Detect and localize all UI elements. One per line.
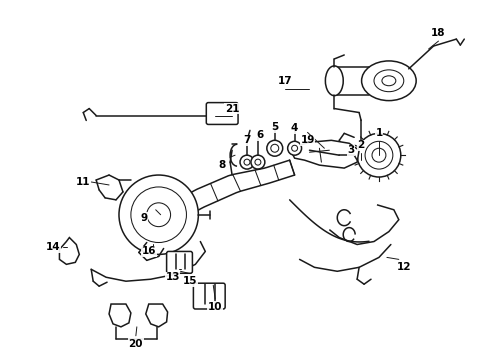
Text: 9: 9 (140, 213, 147, 223)
Text: 17: 17 (277, 76, 292, 86)
Circle shape (251, 155, 265, 169)
Ellipse shape (325, 66, 343, 96)
FancyBboxPatch shape (167, 251, 193, 273)
Polygon shape (59, 238, 79, 264)
Text: 3: 3 (347, 145, 355, 155)
Text: 18: 18 (431, 28, 446, 38)
Text: 11: 11 (76, 177, 91, 187)
Text: 15: 15 (183, 276, 197, 286)
Text: 7: 7 (244, 135, 251, 145)
Text: 10: 10 (208, 302, 222, 312)
Text: 13: 13 (165, 272, 180, 282)
Text: 20: 20 (128, 339, 143, 349)
Circle shape (357, 133, 401, 177)
Text: 1: 1 (375, 129, 383, 138)
FancyBboxPatch shape (194, 283, 225, 309)
FancyBboxPatch shape (206, 103, 238, 125)
Text: 4: 4 (291, 123, 298, 134)
Text: 21: 21 (225, 104, 239, 113)
Text: 14: 14 (46, 243, 61, 252)
Text: 19: 19 (300, 135, 315, 145)
Circle shape (288, 141, 301, 155)
Circle shape (267, 140, 283, 156)
Circle shape (119, 175, 198, 255)
Text: 8: 8 (219, 160, 226, 170)
Text: 2: 2 (358, 140, 365, 150)
Text: 16: 16 (142, 247, 156, 256)
Polygon shape (146, 304, 168, 327)
Polygon shape (109, 304, 131, 327)
Polygon shape (290, 140, 359, 168)
Polygon shape (329, 205, 399, 244)
Circle shape (240, 155, 254, 169)
Text: 6: 6 (256, 130, 264, 140)
Text: 12: 12 (396, 262, 411, 272)
Ellipse shape (362, 61, 416, 100)
Text: 5: 5 (271, 122, 278, 132)
